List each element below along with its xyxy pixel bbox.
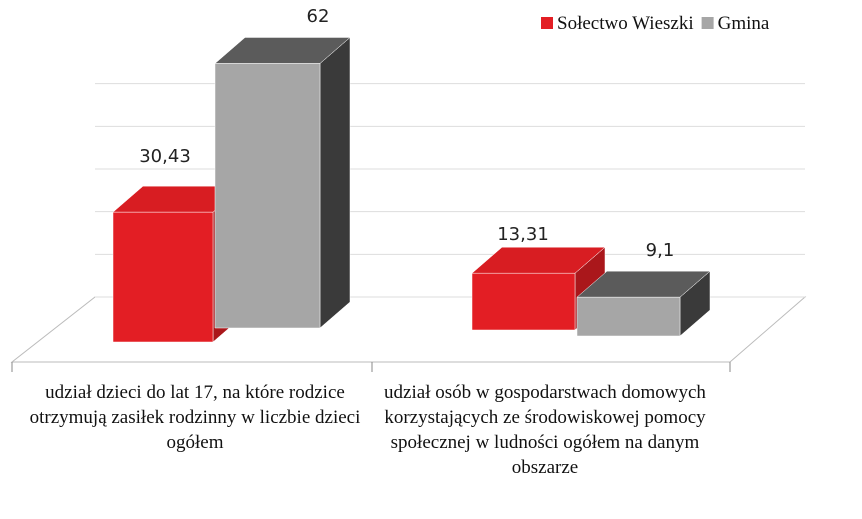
value-label: 30,43: [139, 146, 191, 167]
value-label: 13,31: [497, 224, 549, 245]
bar-front: [214, 63, 321, 329]
value-label: 9,1: [646, 240, 675, 261]
legend-swatch: [701, 17, 714, 29]
bar-front: [576, 296, 681, 337]
legend-label: Sołectwo Wieszki: [557, 13, 694, 34]
value-label: 62: [307, 6, 330, 27]
legend-swatch: [541, 17, 553, 29]
bar: [576, 270, 711, 337]
bar: [214, 36, 351, 329]
bar-side: [319, 36, 351, 329]
legend-label: Gmina: [718, 13, 770, 34]
bar-front: [471, 272, 576, 331]
x-tick-label: udział dzieci do lat 17, na które rodzic…: [29, 382, 361, 453]
x-tick-label: udział osób w gospodarstwach domowych ko…: [384, 382, 706, 478]
bar-front: [112, 211, 214, 343]
